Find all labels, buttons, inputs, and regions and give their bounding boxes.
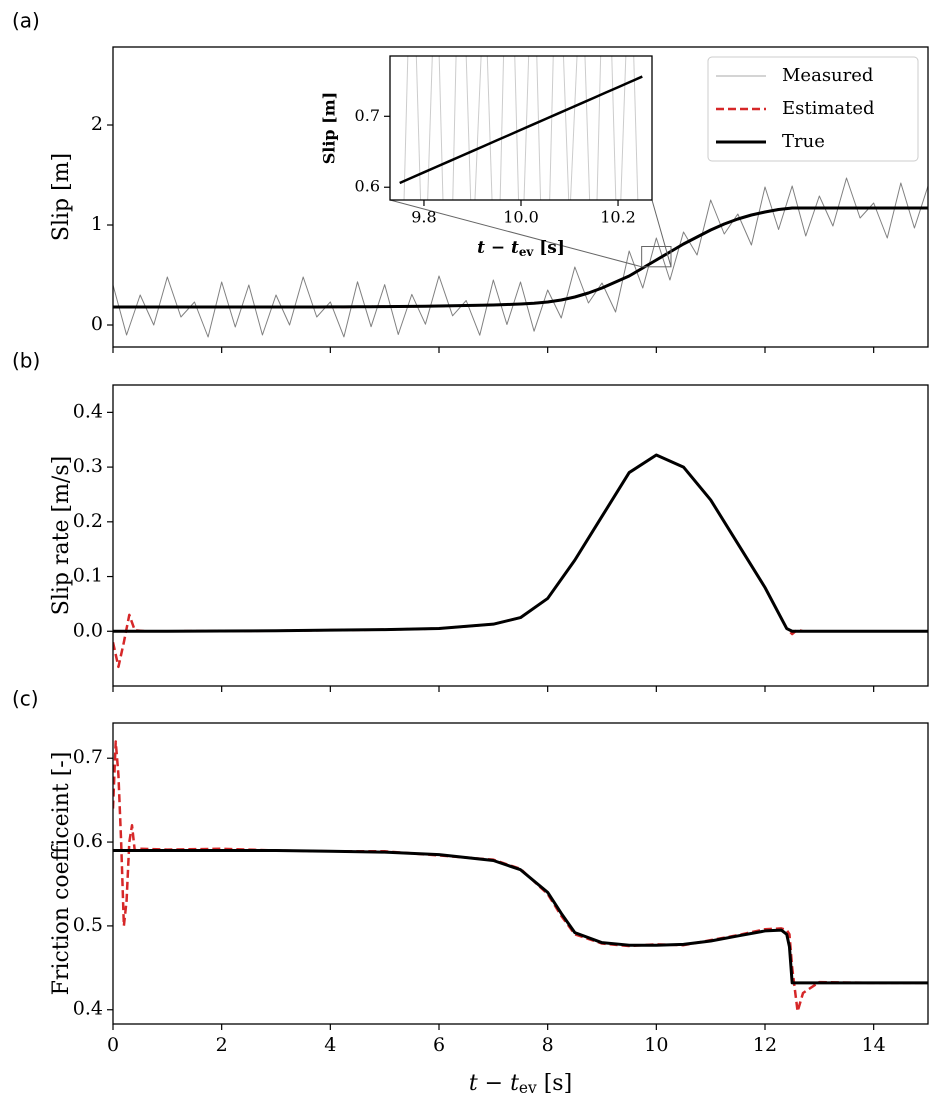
y-tick-label: 0.7 <box>355 106 380 125</box>
x-axis-label: t − tev [s] <box>469 1071 572 1097</box>
series-line <box>113 206 928 309</box>
x-tick-label: 14 <box>862 1034 886 1056</box>
x-tick-label: 10.2 <box>600 208 636 227</box>
y-tick-label: 0.0 <box>73 619 103 641</box>
x-tick-label: 12 <box>753 1034 777 1056</box>
y-axis-label: Slip [m] <box>320 92 339 165</box>
x-label-unit: [s] <box>533 238 565 258</box>
zoom-connector <box>651 199 672 267</box>
x-tick-label: 4 <box>324 1034 336 1056</box>
axes-frame <box>112 46 929 348</box>
panel-label: (b) <box>12 349 40 373</box>
x-label-var: t − t <box>469 1071 519 1096</box>
plot-area <box>113 177 928 338</box>
y-tick-label: 0.4 <box>73 998 103 1020</box>
legend-label: Estimated <box>782 98 875 119</box>
series-line <box>113 453 928 633</box>
x-tick-label: 10 <box>644 1034 668 1056</box>
x-tick-label: 10.0 <box>503 208 539 227</box>
plot-area <box>113 740 928 1013</box>
series-line <box>113 740 928 1013</box>
y-axis-label: Slip [m] <box>49 153 74 241</box>
x-axis-label: t − tev [s] <box>477 238 565 260</box>
x-tick-label: 8 <box>542 1034 554 1056</box>
axes-frame <box>389 55 653 201</box>
axes-frame <box>112 384 929 687</box>
inset-background <box>390 56 652 200</box>
plot-area <box>113 453 928 669</box>
x-tick-label: 2 <box>216 1034 228 1056</box>
y-tick-label: 0.3 <box>73 455 103 477</box>
y-tick-label: 0.6 <box>73 830 103 852</box>
series-line <box>113 453 928 669</box>
series-line <box>113 848 928 985</box>
panel-label: (c) <box>12 687 39 711</box>
zoom-connector <box>389 199 642 268</box>
series-line <box>399 75 643 185</box>
x-label-sub: ev <box>519 1079 537 1097</box>
y-axis-label: Slip rate [m/s] <box>49 456 74 615</box>
zoom-box <box>641 246 672 268</box>
y-tick-label: 0.1 <box>73 565 103 587</box>
y-tick-label: 0.2 <box>73 510 103 532</box>
y-tick-label: 0 <box>91 313 103 335</box>
x-tick-label: 9.8 <box>411 208 436 227</box>
series-line <box>113 177 928 338</box>
panel-label: (a) <box>12 9 40 33</box>
y-tick-label: 1 <box>91 213 103 235</box>
x-tick-label: 6 <box>433 1034 445 1056</box>
y-tick-label: 0.5 <box>73 914 103 936</box>
x-label-sub: ev <box>519 245 535 259</box>
legend-label: True <box>782 131 825 152</box>
x-label-unit: [s] <box>537 1071 572 1096</box>
x-tick-label: 0 <box>107 1034 119 1056</box>
y-tick-label: 0.4 <box>73 400 103 422</box>
y-tick-label: 0.7 <box>73 746 103 768</box>
legend-box <box>707 56 919 162</box>
legend-label: Measured <box>782 65 873 86</box>
x-label-var: t − t <box>477 238 519 258</box>
axes-frame <box>112 722 929 1025</box>
y-tick-label: 0.6 <box>355 177 380 196</box>
series-line <box>403 56 639 200</box>
y-axis-label: Friction coefficeint [-] <box>49 752 74 996</box>
plot-area <box>399 56 643 200</box>
y-tick-label: 2 <box>91 113 103 135</box>
